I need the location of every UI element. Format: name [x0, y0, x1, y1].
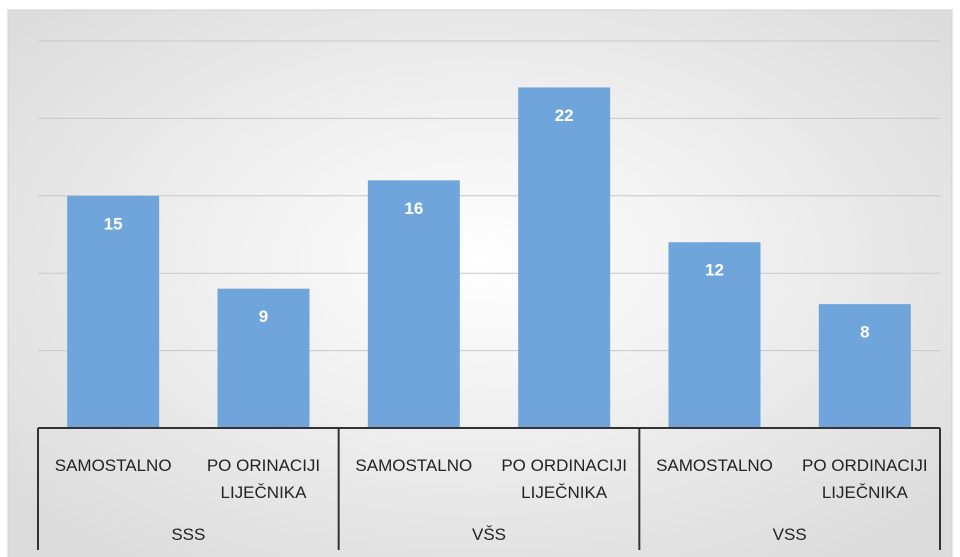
bar	[67, 195, 160, 428]
group-label: VSS	[772, 525, 807, 544]
data-label: 9	[259, 307, 268, 326]
x-tick-label: PO ORDINACIJI LIJEČNIKA	[802, 456, 928, 502]
data-label: 15	[104, 214, 123, 233]
x-tick-label: SAMOSTALNO	[355, 456, 473, 475]
x-tick-label: SAMOSTALNO	[656, 456, 773, 475]
x-tick-label: PO ORDINACIJI LIJEČNIKA	[501, 456, 627, 502]
data-label: 16	[404, 199, 423, 218]
group-label: VŠS	[471, 525, 507, 544]
bar	[668, 242, 761, 428]
x-tick-label: PO ORINACIJI LIJEČNIKA	[206, 456, 321, 502]
bar	[217, 288, 310, 428]
data-label: 22	[555, 106, 574, 125]
group-label: SSS	[171, 525, 206, 544]
chart-background	[7, 9, 953, 557]
bar	[367, 180, 460, 428]
data-label: 8	[860, 323, 869, 342]
bar	[818, 304, 911, 428]
x-tick-label: SAMOSTALNO	[54, 456, 172, 475]
data-label: 12	[705, 261, 724, 280]
bar	[518, 87, 611, 428]
